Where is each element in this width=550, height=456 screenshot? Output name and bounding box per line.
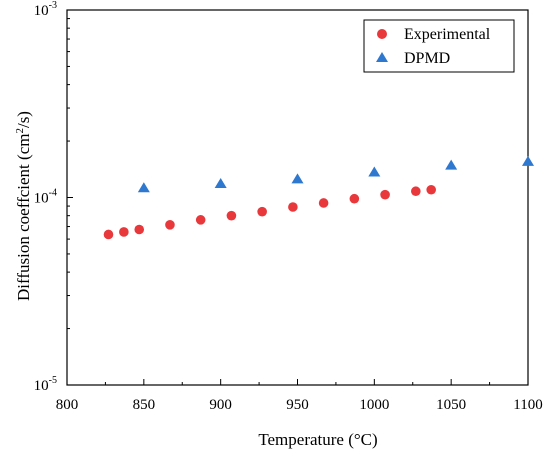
x-tick-label: 800 <box>56 397 79 413</box>
point-dpmd <box>445 159 458 170</box>
point-experimental <box>411 186 421 197</box>
point-dpmd <box>214 178 227 189</box>
y-axis-title-tail: /s) <box>14 111 33 128</box>
x-tick-label: 1100 <box>513 397 542 413</box>
point-experimental <box>165 220 175 230</box>
point-experimental <box>195 215 206 225</box>
tick-labels: 800 850 900 950 1000 1050 1100 10-5 10-4 10-3 <box>34 0 543 413</box>
point-experimental <box>257 206 267 217</box>
x-tick-label: 900 <box>209 397 232 413</box>
legend-marker-experimental <box>377 29 387 39</box>
point-experimental <box>226 210 237 221</box>
legend-label-dpmd: DPMD <box>404 50 450 67</box>
x-tick-label: 850 <box>133 397 156 413</box>
axis-ticks <box>66 9 529 386</box>
y-axis-title-superscript: 2 <box>14 128 26 134</box>
x-axis-title: Temperature (°C) <box>258 430 377 449</box>
point-dpmd <box>137 182 150 193</box>
legend-label-experimental: Experimental <box>404 26 491 43</box>
legend: Experimental DPMD <box>363 19 515 73</box>
point-dpmd <box>522 155 534 166</box>
point-experimental <box>349 193 360 204</box>
x-tick-label: 1050 <box>436 397 466 413</box>
point-dpmd <box>291 173 304 184</box>
y-axis-title: Diffusion coeffcient (cm2/s) <box>14 111 33 301</box>
y-tick-label: 10-5 <box>34 375 57 394</box>
point-dpmd <box>368 166 381 177</box>
point-experimental <box>426 184 436 195</box>
point-experimental <box>318 198 329 208</box>
y-tick-label: 10-4 <box>34 188 57 207</box>
data-points <box>103 155 534 240</box>
x-tick-label: 1000 <box>359 397 389 413</box>
legend-box <box>363 19 515 73</box>
y-tick-label: 10-3 <box>34 0 57 19</box>
legend-marker-dpmd <box>376 52 388 62</box>
point-experimental <box>103 229 114 240</box>
point-experimental <box>119 227 129 237</box>
point-experimental <box>288 202 298 212</box>
point-experimental <box>380 189 390 200</box>
x-tick-label: 950 <box>286 397 309 413</box>
point-experimental <box>134 224 145 235</box>
y-axis-title-main: Diffusion coeffcient (cm <box>14 134 33 301</box>
